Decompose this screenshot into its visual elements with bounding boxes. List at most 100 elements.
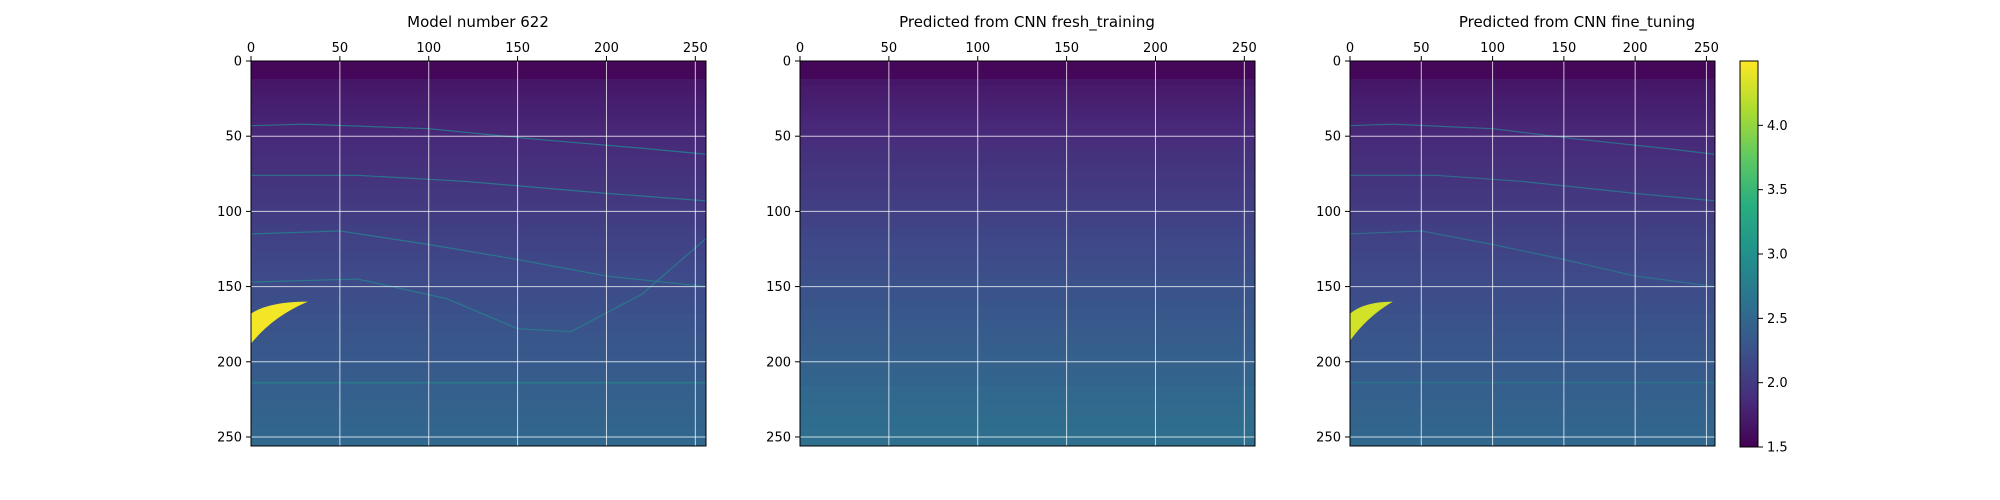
colorbar-tick-label: 3.0 [1767, 248, 1788, 263]
heatmap-band [1350, 253, 1715, 261]
x-tick-label: 150 [1054, 41, 1079, 56]
heatmap-band [800, 163, 1255, 171]
heatmap-band [1350, 307, 1715, 315]
y-tick-label: 100 [217, 205, 242, 220]
heatmap-band [251, 253, 706, 261]
heatmap-band [1350, 415, 1715, 423]
heatmap-band [800, 253, 1255, 261]
heatmap-band [1350, 301, 1715, 309]
heatmap-band [800, 139, 1255, 146]
heatmap-band [1350, 277, 1715, 285]
heatmap-band [800, 169, 1255, 177]
heatmap-band [1350, 427, 1715, 435]
heatmap-band [251, 67, 706, 74]
heatmap-band [800, 157, 1255, 165]
heatmap-band [1350, 235, 1715, 243]
heatmap-band [251, 61, 706, 68]
panel-title: Predicted from CNN fine_tuning [1459, 13, 1695, 32]
colorbar-gradient [1739, 60, 1759, 448]
heatmap-band [1350, 223, 1715, 231]
heatmap-band [251, 181, 706, 189]
heatmap-band [251, 373, 706, 381]
heatmap-band [1350, 67, 1715, 74]
heatmap-band [251, 319, 706, 327]
heatmap-band [1350, 373, 1715, 381]
heatmap-band [251, 403, 706, 411]
heatmap-band [1350, 91, 1715, 98]
heatmap-band [251, 421, 706, 429]
heatmap-band [1350, 229, 1715, 237]
heatmap-band [251, 121, 706, 128]
heatmap-band [251, 271, 706, 279]
heatmap-band [800, 247, 1255, 255]
heatmap-band [1350, 145, 1715, 152]
heatmap-band [1350, 367, 1715, 375]
x-tick-label: 250 [683, 41, 708, 56]
heatmap-band [251, 415, 706, 423]
heatmap-band [800, 223, 1255, 231]
heatmap-band [1350, 349, 1715, 357]
y-tick-label: 0 [1333, 55, 1341, 70]
heatmap-band [800, 265, 1255, 273]
heatmap-band [251, 199, 706, 207]
heatmap-band [251, 169, 706, 177]
layer-boundary [251, 124, 706, 154]
y-tick-label: 100 [1316, 205, 1341, 220]
heatmap-band [251, 127, 706, 134]
heatmap-band [1350, 163, 1715, 171]
y-tick-label: 50 [774, 130, 791, 145]
heatmap-band [800, 175, 1255, 183]
heatmap-band [251, 337, 706, 345]
heatmap-band [251, 115, 706, 122]
heatmap-band [251, 301, 706, 309]
axes-frame [799, 60, 1256, 447]
heatmap-band [1350, 97, 1715, 104]
layer-boundary [1350, 124, 1715, 154]
heatmap-band [800, 205, 1255, 213]
heatmap-band [251, 109, 706, 116]
heatmap-area [800, 61, 1255, 446]
x-tick-label: 150 [1551, 41, 1576, 56]
heatmap-band [251, 289, 706, 297]
heatmap-band [1350, 157, 1715, 165]
heatmap-band [251, 241, 706, 249]
heatmap-band [800, 385, 1255, 393]
heatmap-band [800, 151, 1255, 159]
heatmap-band [1350, 181, 1715, 189]
heatmap-band [251, 193, 706, 201]
heatmap-band [800, 439, 1255, 446]
layer-boundary [1350, 231, 1715, 287]
y-tick-label: 250 [766, 430, 791, 445]
heatmap-band [800, 121, 1255, 128]
heatmap-band [251, 427, 706, 435]
heatmap-band [251, 295, 706, 303]
y-tick-label: 200 [217, 355, 242, 370]
heatmap-band [800, 277, 1255, 285]
heatmap-band [251, 439, 706, 446]
heatmap-band [800, 67, 1255, 74]
heatmap-band [251, 157, 706, 165]
heatmap-band [1350, 397, 1715, 405]
colorbar-ticks: 1.5 2.0 2.5 3.0 3.5 4.0 [1758, 119, 1788, 456]
heatmap-band [1350, 259, 1715, 267]
y-tick-label: 250 [1316, 430, 1341, 445]
x-tick-label: 100 [965, 41, 990, 56]
heatmap-band [251, 175, 706, 183]
heatmap-band [800, 361, 1255, 369]
heatmap-band [800, 235, 1255, 243]
panel-model: Model number 622 0 50 100 150 200 250 0 50 100 15… [217, 13, 708, 447]
heatmap-band [251, 211, 706, 219]
heatmap-band [251, 343, 706, 351]
layer-boundary [251, 231, 706, 287]
heatmap-band [800, 337, 1255, 345]
layer-boundary [1350, 175, 1715, 201]
heatmap-band [1350, 73, 1715, 80]
heatmap-band [251, 139, 706, 146]
heatmap-band [800, 181, 1255, 189]
colorbar-tick-label: 4.0 [1767, 119, 1788, 134]
heatmap-band [1350, 127, 1715, 134]
heatmap-band [1350, 421, 1715, 429]
heatmap-band [251, 205, 706, 213]
axes-frame [250, 60, 707, 447]
heatmap-band [1350, 169, 1715, 177]
